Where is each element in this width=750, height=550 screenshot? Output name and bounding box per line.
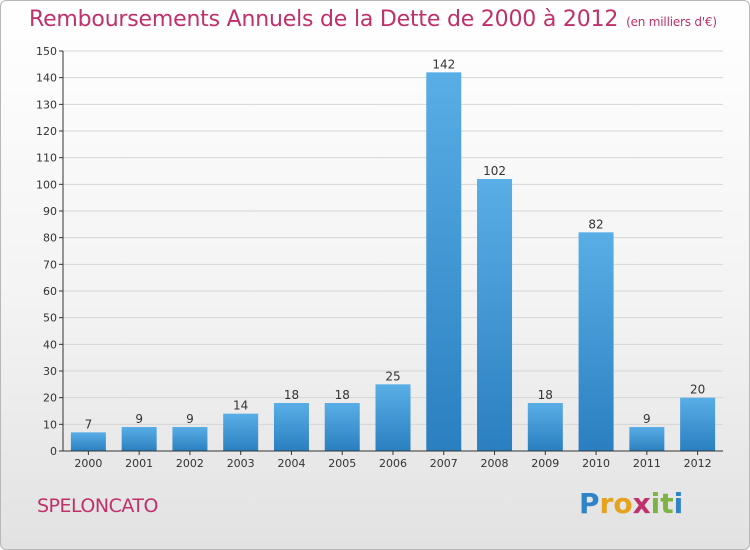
logo-letter: x [632, 487, 651, 520]
logo-letter: i [673, 487, 684, 520]
bar [172, 427, 208, 451]
logo-letter: P [579, 487, 600, 520]
y-tick-label: 130 [36, 98, 57, 111]
logo-letter: o [613, 487, 633, 520]
logo-letter: r [599, 487, 614, 520]
bar-value-label: 9 [135, 412, 143, 426]
x-tick-label: 2001 [125, 457, 153, 470]
y-tick-label: 90 [43, 205, 57, 218]
bar [273, 403, 309, 451]
bar-value-label: 9 [643, 412, 651, 426]
logo-text: Proxiti [579, 487, 683, 520]
logo-letter: t [660, 487, 674, 520]
chart-title-text: Remboursements Annuels de la Dette de 20… [29, 7, 619, 32]
bar [578, 232, 614, 451]
x-tick-label: 2003 [227, 457, 255, 470]
proxiti-logo: Proxiti [579, 487, 683, 520]
x-tick-label: 2005 [328, 457, 356, 470]
bar-value-label: 102 [483, 164, 506, 178]
y-tick-label: 120 [36, 125, 57, 138]
x-tick-label: 2006 [379, 457, 407, 470]
y-tick-label: 140 [36, 72, 57, 85]
y-tick-label: 30 [43, 365, 57, 378]
x-tick-label: 2011 [633, 457, 661, 470]
bar-value-label: 18 [538, 388, 553, 402]
bar [121, 427, 157, 451]
x-tick-label: 2012 [684, 457, 712, 470]
bar-value-label: 18 [284, 388, 299, 402]
bar [426, 72, 462, 451]
bar [629, 427, 665, 451]
x-tick-label: 2009 [531, 457, 559, 470]
x-tick-label: 2002 [176, 457, 204, 470]
y-tick-label: 20 [43, 392, 57, 405]
x-tick-label: 2010 [582, 457, 610, 470]
x-tick-label: 2007 [430, 457, 458, 470]
bar-value-label: 7 [85, 417, 93, 431]
y-tick-label: 10 [43, 418, 57, 431]
y-tick-label: 100 [36, 178, 57, 191]
bar-value-label: 20 [690, 383, 705, 397]
y-tick-label: 80 [43, 232, 57, 245]
logo-letter: i [650, 487, 661, 520]
bars-layer: 7 9 9 14 18 18 25 142 102 18 82 9 20 [70, 57, 716, 451]
y-tick-label: 60 [43, 285, 57, 298]
bar [527, 403, 563, 451]
bar [375, 384, 411, 451]
bar [477, 179, 513, 451]
axis-layer: 0 10 20 30 40 50 60 70 80 90 100 110 120 130 140 150 200… [36, 45, 723, 470]
x-tick-label: 2008 [481, 457, 509, 470]
bar [70, 432, 106, 451]
bar [680, 397, 716, 451]
y-tick-label: 70 [43, 258, 57, 271]
y-tick-label: 50 [43, 312, 57, 325]
y-tick-label: 150 [36, 45, 57, 58]
commune-name: SPELONCATO [37, 495, 158, 517]
chart-subtitle: (en milliers d'€) [626, 15, 717, 29]
bar-value-label: 142 [432, 57, 455, 71]
x-tick-label: 2000 [74, 457, 102, 470]
x-tick-label: 2004 [277, 457, 305, 470]
chart-title: Remboursements Annuels de la Dette de 20… [29, 7, 717, 32]
y-tick-label: 110 [36, 152, 57, 165]
y-tick-label: 40 [43, 338, 57, 351]
bar-value-label: 82 [588, 217, 603, 231]
bar-value-label: 14 [233, 399, 248, 413]
bar-value-label: 18 [335, 388, 350, 402]
bar-value-label: 25 [385, 369, 400, 383]
bar-value-label: 9 [186, 412, 194, 426]
bar [223, 413, 259, 451]
y-tick-label: 0 [50, 445, 57, 458]
bar [324, 403, 360, 451]
